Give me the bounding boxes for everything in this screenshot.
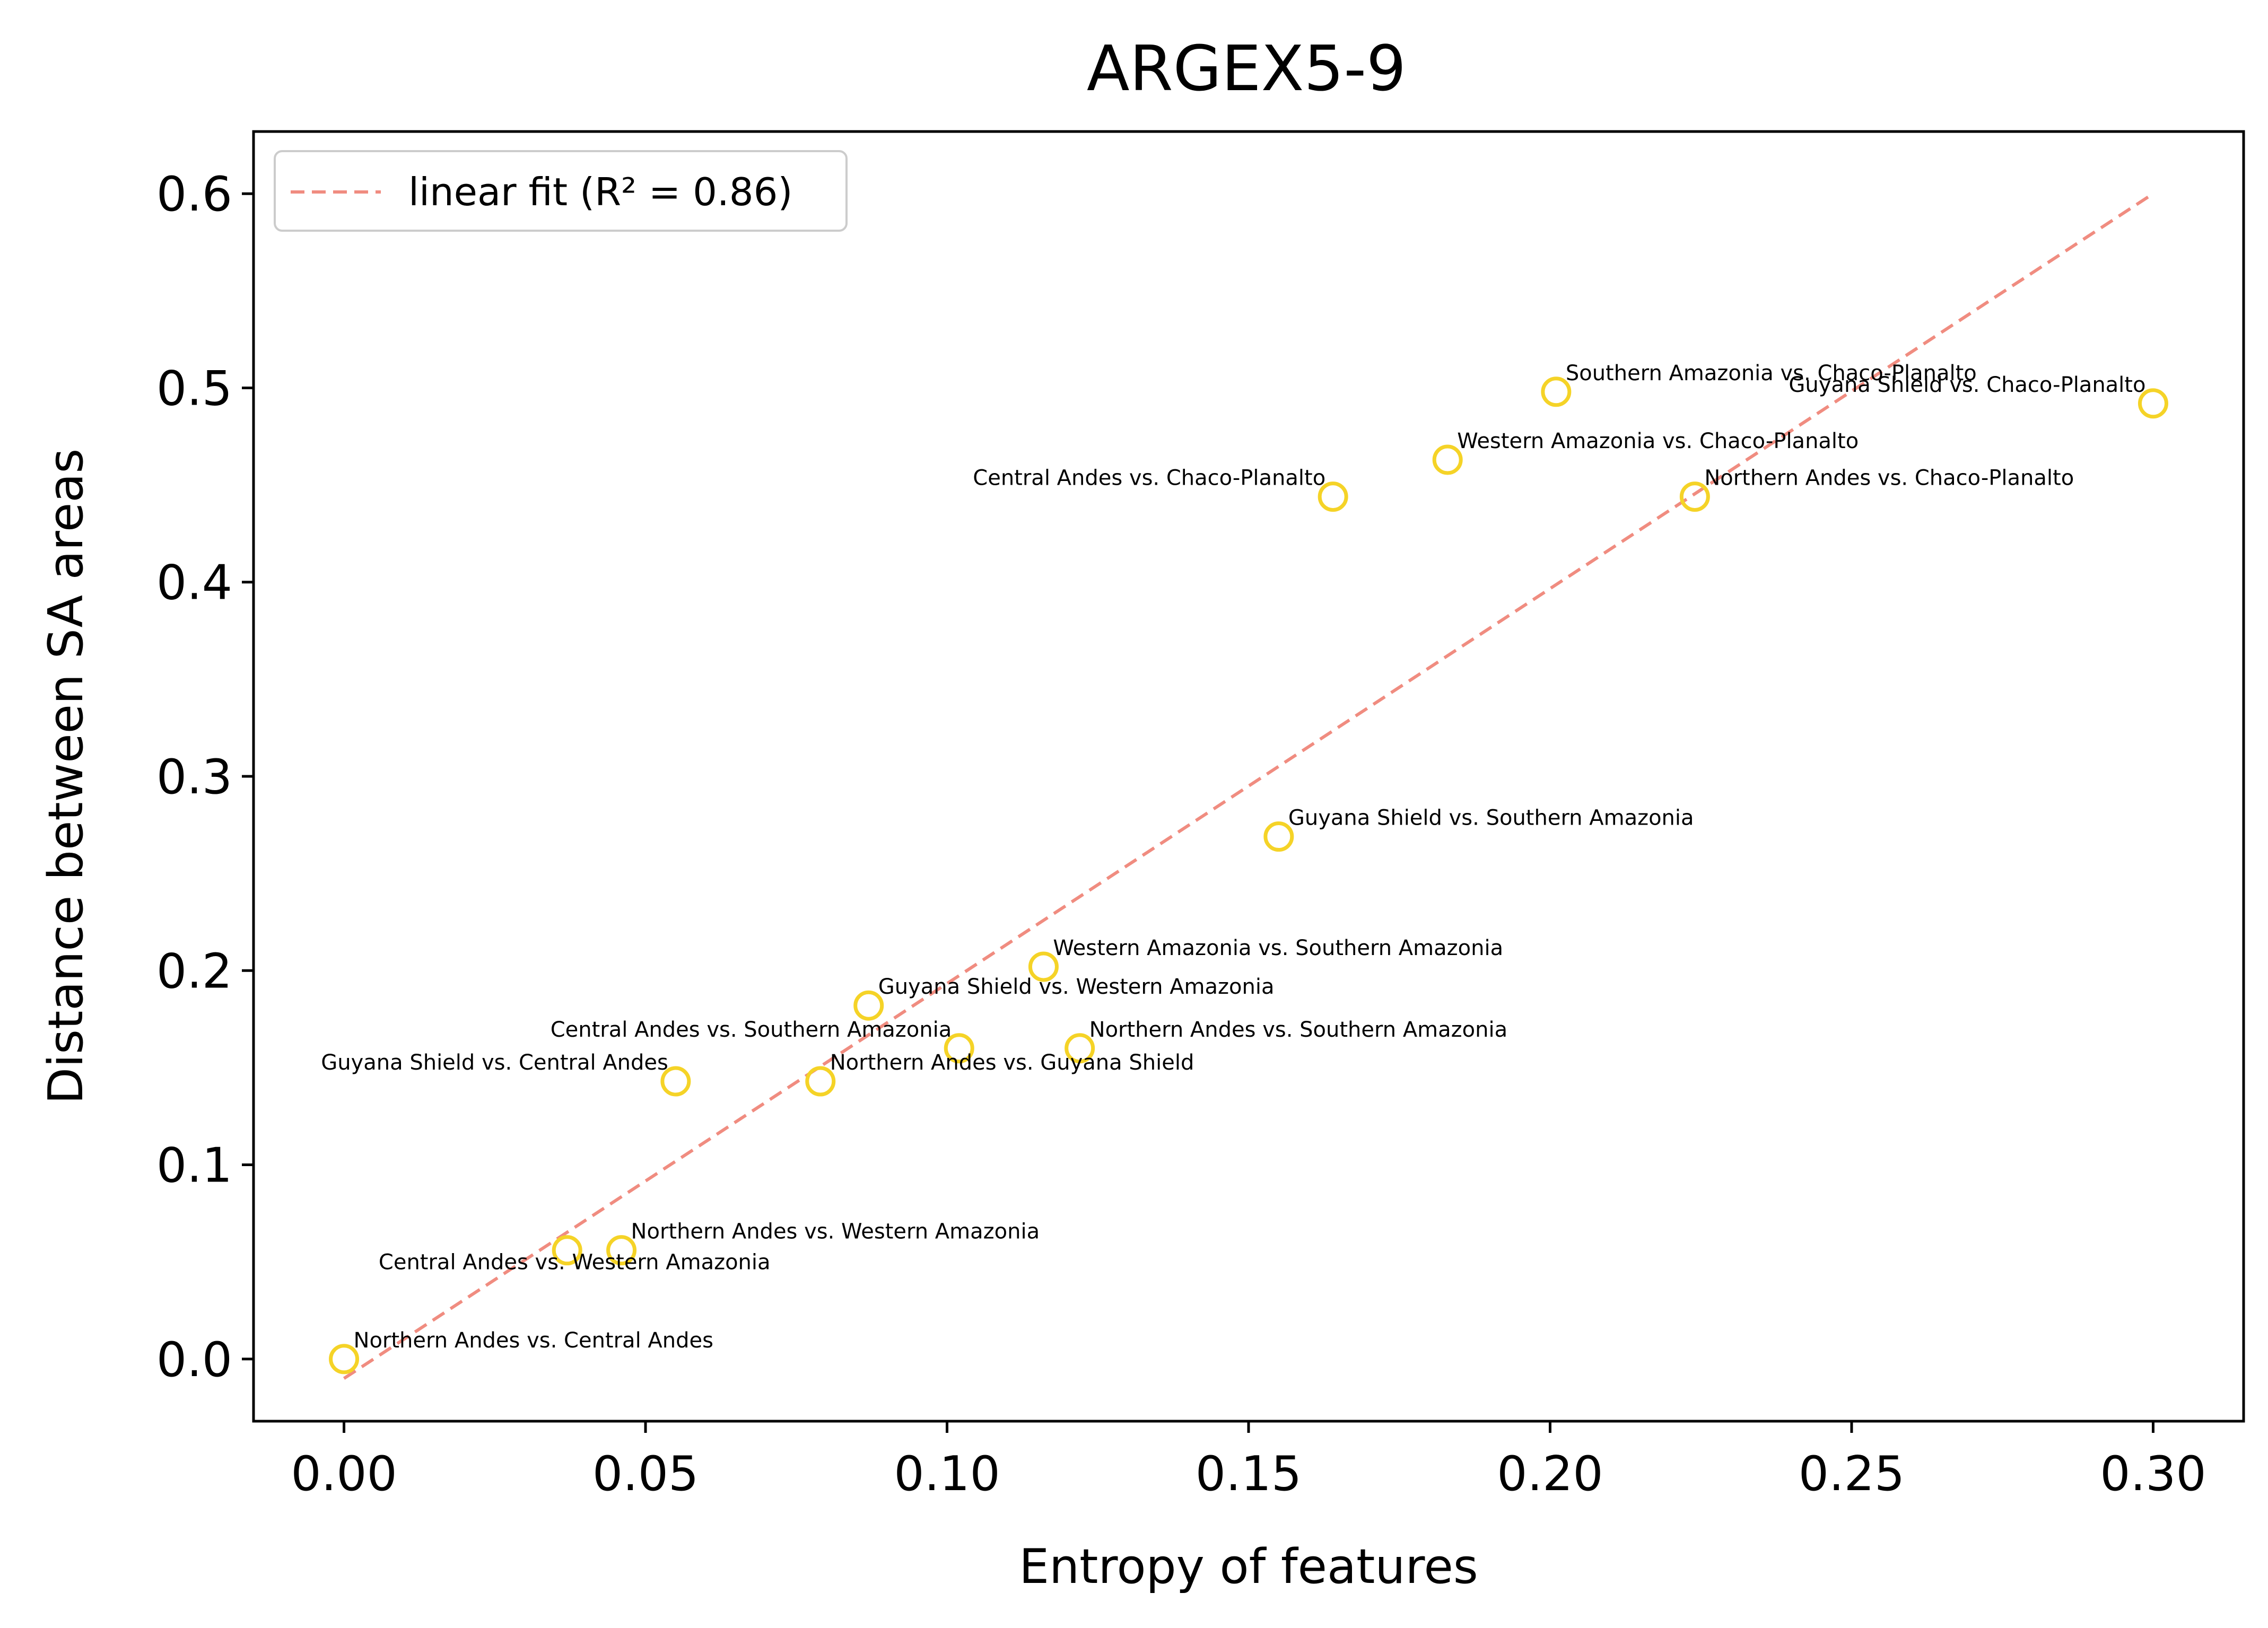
data-point-label: Western Amazonia vs. Southern Amazonia: [1053, 936, 1503, 960]
data-point: [1065, 1033, 1095, 1064]
x-tick-label: 0.15: [1196, 1446, 1302, 1502]
data-point: [660, 1066, 691, 1097]
data-point-label: Northern Andes vs. Chaco-Planalto: [1704, 466, 2074, 491]
x-tick-label: 0.20: [1497, 1446, 1603, 1502]
x-tick-label: 0.30: [2100, 1446, 2206, 1502]
y-tick-label: 0.0: [156, 1332, 232, 1388]
data-point-label: Northern Andes vs. Guyana Shield: [830, 1051, 1194, 1075]
data-point: [1263, 821, 1294, 852]
data-point-label: Central Andes vs. Chaco-Planalto: [973, 466, 1325, 491]
data-point: [1028, 951, 1059, 982]
data-point-label: Western Amazonia vs. Chaco-Planalto: [1457, 429, 1859, 453]
x-tick-label: 0.00: [291, 1446, 397, 1502]
ticks-layer: 0.00 0.05 0.10 0.15 0.20 0.25 0.30 0.0 0.1 0.2 0.3…: [156, 167, 2206, 1502]
data-point: [552, 1235, 582, 1266]
data-point: [853, 990, 884, 1021]
data-point-label: Guyana Shield vs. Western Amazonia: [878, 975, 1275, 999]
data-point-label: Northern Andes vs. Central Andes: [354, 1328, 713, 1353]
y-tick-label: 0.6: [156, 167, 232, 222]
chart-title: ARGEX5-9: [1087, 32, 1406, 105]
data-point-label: Guyana Shield vs. Chaco-Planalto: [1789, 373, 2145, 397]
y-axis-label: Distance between SA areas: [38, 449, 94, 1105]
data-point-label: Central Andes vs. Western Amazonia: [379, 1250, 771, 1275]
legend-label: linear fit (R² = 0.86): [408, 170, 793, 214]
x-tick-label: 0.25: [1799, 1446, 1905, 1502]
plot-frame: [252, 130, 2245, 1423]
data-point: [606, 1235, 637, 1266]
y-tick-label: 0.2: [156, 943, 232, 999]
x-tick-label: 0.05: [592, 1446, 699, 1502]
data-point: [329, 1344, 360, 1375]
data-point-label: Guyana Shield vs. Central Andes: [321, 1051, 668, 1075]
x-tick-label: 0.10: [894, 1446, 1000, 1502]
y-tick-label: 0.3: [156, 749, 232, 805]
y-tick-label: 0.4: [156, 555, 232, 611]
data-point: [1679, 482, 1710, 512]
x-axis-label: Entropy of features: [1019, 1539, 1478, 1595]
legend: linear fit (R² = 0.86): [274, 150, 848, 232]
legend-box: [274, 150, 848, 232]
data-point: [1432, 444, 1463, 475]
data-point: [944, 1033, 974, 1064]
data-point-label: Northern Andes vs. Southern Amazonia: [1089, 1018, 1507, 1042]
data-point: [1541, 377, 1572, 407]
y-tick-label: 0.1: [156, 1138, 232, 1194]
data-point-label: Guyana Shield vs. Southern Amazonia: [1288, 806, 1694, 830]
data-point: [805, 1066, 836, 1097]
data-point: [1318, 482, 1348, 512]
data-point-label: Southern Amazonia vs. Chaco-Planalto: [1566, 361, 1977, 386]
data-point-label: Northern Andes vs. Western Amazonia: [631, 1220, 1040, 1244]
data-point: [2138, 388, 2168, 419]
y-tick-label: 0.5: [156, 361, 232, 416]
labels-layer: Northern Andes vs. Central Andes Central …: [321, 361, 2145, 1353]
points-layer: [329, 377, 2168, 1375]
data-point-label: Central Andes vs. Southern Amazonia: [551, 1018, 952, 1042]
